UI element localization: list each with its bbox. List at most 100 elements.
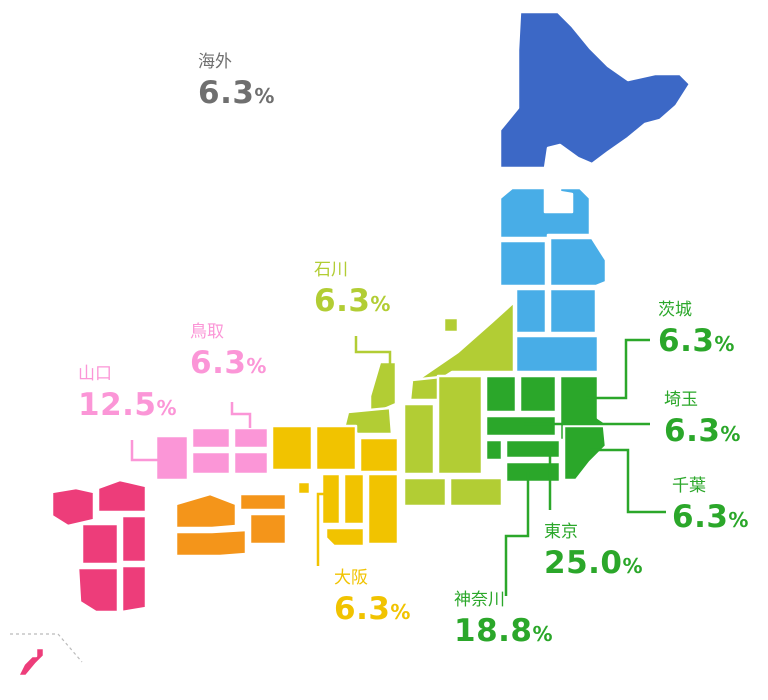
prefecture-okayama bbox=[232, 450, 270, 476]
label-tokyo-number: 25.0 bbox=[544, 545, 623, 581]
prefecture-osaka bbox=[320, 472, 342, 526]
label-saitama-value: 6.3% bbox=[664, 416, 741, 447]
prefecture-kagoshima bbox=[76, 566, 120, 614]
region-kanto bbox=[484, 374, 608, 484]
prefecture-niigata bbox=[418, 300, 516, 388]
label-ibaraki-name: 茨城 bbox=[658, 300, 692, 320]
prefecture-tokyo bbox=[504, 438, 562, 460]
label-overseas-unit: % bbox=[254, 84, 275, 108]
prefecture-gifu bbox=[402, 402, 436, 476]
prefecture-okinawa bbox=[16, 646, 46, 678]
region-chugoku bbox=[154, 426, 270, 482]
label-osaka-value: 6.3% bbox=[334, 594, 411, 625]
region-kyushu bbox=[16, 478, 148, 678]
prefecture-shimane bbox=[190, 426, 232, 450]
label-kanagawa-number: 18.8 bbox=[454, 613, 533, 649]
prefecture-ishikawa bbox=[368, 360, 398, 412]
region-shikoku bbox=[174, 492, 288, 558]
region-tohoku bbox=[498, 186, 608, 374]
label-saitama-name: 埼玉 bbox=[664, 390, 698, 410]
prefecture-saitama bbox=[484, 414, 558, 438]
prefecture-kyoto bbox=[314, 424, 358, 472]
prefecture-tottori bbox=[232, 426, 270, 450]
label-tottori-unit: % bbox=[246, 354, 267, 378]
label-osaka-number: 6.3 bbox=[334, 591, 391, 627]
label-saitama: 埼玉 6.3% bbox=[664, 392, 741, 447]
prefecture-yamaguchi bbox=[154, 434, 190, 482]
prefecture-nagano bbox=[436, 374, 484, 476]
label-tottori: 鳥取 6.3% bbox=[190, 324, 267, 379]
prefecture-miyagi bbox=[548, 287, 598, 335]
label-overseas-value: 6.3% bbox=[198, 78, 275, 109]
leader-line-yamaguchi bbox=[130, 440, 160, 462]
prefecture-gunma bbox=[484, 374, 518, 414]
label-tottori-value: 6.3% bbox=[190, 348, 267, 379]
label-kanagawa-unit: % bbox=[532, 622, 554, 646]
label-ibaraki: 茨城 6.3% bbox=[658, 302, 735, 357]
label-overseas-name: 海外 bbox=[198, 52, 232, 72]
prefecture-mie bbox=[366, 472, 400, 546]
label-chiba-value: 6.3% bbox=[672, 502, 749, 533]
prefecture-fukushima bbox=[514, 334, 600, 374]
leader-line-tottori bbox=[230, 402, 252, 428]
prefecture-awaji bbox=[296, 480, 312, 496]
prefecture-miyazaki bbox=[120, 564, 148, 614]
label-yamaguchi: 山口 12.5% bbox=[78, 366, 177, 421]
label-chiba: 千葉 6.3% bbox=[672, 478, 749, 533]
prefecture-hiroshima bbox=[190, 450, 232, 476]
prefecture-aomori bbox=[498, 186, 592, 240]
prefecture-iwate bbox=[548, 236, 608, 288]
label-tokyo: 東京 25.0% bbox=[544, 524, 643, 579]
label-saitama-number: 6.3 bbox=[664, 413, 721, 449]
prefecture-wakayama bbox=[324, 526, 366, 548]
label-ishikawa: 石川 6.3% bbox=[314, 262, 391, 317]
label-ishikawa-unit: % bbox=[370, 292, 391, 316]
label-osaka-name: 大阪 bbox=[334, 568, 368, 588]
prefecture-yamagata bbox=[514, 287, 548, 335]
prefecture-tokushima bbox=[248, 512, 288, 546]
prefecture-yamanashi bbox=[484, 438, 504, 462]
label-ishikawa-value: 6.3% bbox=[314, 286, 391, 317]
label-overseas-number: 6.3 bbox=[198, 75, 255, 111]
label-ishikawa-number: 6.3 bbox=[314, 283, 371, 319]
okinawa-inset-divider bbox=[10, 633, 83, 663]
prefecture-tochigi bbox=[518, 374, 558, 414]
prefecture-nara bbox=[342, 472, 366, 526]
label-saitama-unit: % bbox=[720, 422, 741, 446]
label-chiba-unit: % bbox=[728, 508, 749, 532]
prefecture-oita bbox=[120, 514, 148, 564]
label-yamaguchi-unit: % bbox=[156, 396, 178, 420]
label-tokyo-unit: % bbox=[622, 554, 644, 578]
label-tokyo-value: 25.0% bbox=[544, 548, 643, 579]
label-tottori-number: 6.3 bbox=[190, 345, 247, 381]
label-osaka-unit: % bbox=[390, 600, 411, 624]
prefecture-aichi bbox=[402, 476, 448, 508]
prefecture-saga bbox=[50, 486, 96, 528]
label-tokyo-name: 東京 bbox=[544, 522, 578, 542]
prefecture-hyogo bbox=[270, 424, 314, 472]
prefecture-shizuoka bbox=[448, 476, 504, 508]
label-ibaraki-value: 6.3% bbox=[658, 326, 735, 357]
label-yamaguchi-name: 山口 bbox=[78, 364, 112, 384]
leader-line-ishikawa bbox=[354, 336, 392, 368]
label-kanagawa: 神奈川 18.8% bbox=[454, 592, 553, 647]
label-ibaraki-number: 6.3 bbox=[658, 323, 715, 359]
prefecture-kanagawa bbox=[504, 460, 562, 484]
prefecture-ehime bbox=[174, 492, 238, 530]
prefecture-chiba bbox=[562, 424, 608, 482]
prefecture-kagawa bbox=[238, 492, 288, 512]
leader-line-kanagawa bbox=[504, 472, 530, 596]
label-ibaraki-unit: % bbox=[714, 332, 735, 356]
label-kanagawa-value: 18.8% bbox=[454, 616, 553, 647]
label-overseas: 海外 6.3% bbox=[198, 54, 275, 109]
label-chiba-name: 千葉 bbox=[672, 476, 706, 496]
leader-line-osaka bbox=[316, 492, 330, 566]
label-yamaguchi-number: 12.5 bbox=[78, 387, 157, 423]
leader-line-ibaraki bbox=[586, 338, 650, 400]
label-tottori-name: 鳥取 bbox=[190, 322, 224, 342]
label-ishikawa-name: 石川 bbox=[314, 260, 348, 280]
label-chiba-number: 6.3 bbox=[672, 499, 729, 535]
prefecture-fukuoka bbox=[96, 478, 148, 514]
prefecture-kochi bbox=[174, 528, 248, 558]
